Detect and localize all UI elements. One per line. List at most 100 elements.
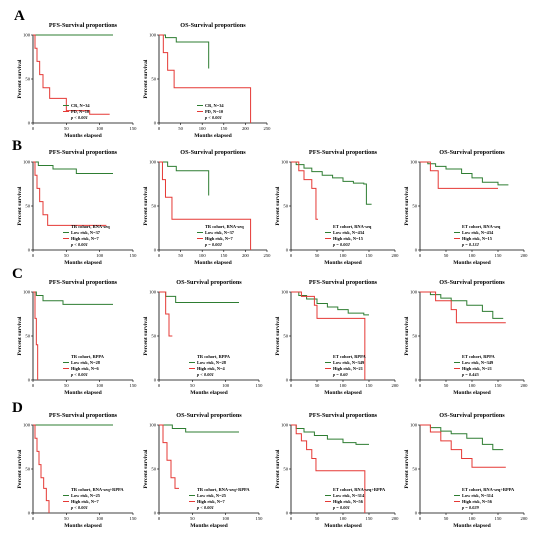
x-tick-label: 200: [392, 253, 400, 258]
x-tick-label: 100: [469, 253, 477, 258]
legend-entry: High risk, N=21: [333, 366, 363, 371]
y-tick-label: 100: [281, 423, 289, 428]
y-axis-label: Percent survival: [275, 186, 281, 225]
y-tick-label: 50: [25, 77, 30, 82]
legend-entry: Low risk, N=25: [197, 493, 227, 498]
y-tick-label: 0: [286, 378, 289, 383]
chart-title: OS-Survival proportions: [180, 22, 246, 29]
legend-entry: High risk, N=7: [197, 499, 226, 504]
chart-title: PFS-Survival proportions: [49, 279, 118, 286]
legend-entry: Low risk, N=349: [462, 360, 494, 365]
chart-title: OS-Survival proportions: [176, 412, 242, 419]
series-line-low: [291, 161, 372, 205]
series-line-high: [420, 424, 506, 468]
legend-entry: High risk, N=7: [71, 499, 100, 504]
x-tick-label: 0: [290, 516, 293, 521]
x-tick-label: 100: [340, 383, 348, 388]
y-tick-label: 50: [283, 334, 288, 339]
x-axis-label: Months elapsed: [194, 133, 232, 139]
y-tick-label: 100: [23, 290, 31, 295]
x-axis-label: Months elapsed: [453, 260, 491, 266]
x-tick-label: 0: [290, 253, 293, 258]
legend-entry: High risk, N=56: [462, 499, 493, 504]
series-line-high: [291, 291, 366, 380]
y-tick-label: 100: [410, 423, 418, 428]
legend-entry: p < 0.001: [196, 505, 214, 510]
x-axis-label: Months elapsed: [324, 523, 362, 529]
legend-entry: CR, N=34: [205, 103, 224, 108]
km-chart-b4: OS-Survival proportions 0 50 100 0 50 100 150 20…: [404, 149, 528, 266]
y-tick-label: 50: [151, 77, 156, 82]
legend-entry: p = 0.002: [332, 242, 351, 247]
series-line-low: [291, 291, 369, 316]
y-axis-label: Percent survival: [275, 449, 281, 488]
km-chart-c1: PFS-Survival proportions 0 50 100 0 50 100 150 M…: [17, 279, 137, 396]
legend-entry: High risk, N=15: [462, 236, 493, 241]
x-tick-label: 200: [521, 516, 529, 521]
x-tick-label: 200: [521, 253, 529, 258]
x-tick-label: 50: [190, 383, 195, 388]
legend-entry: Low risk, N=37: [205, 230, 235, 235]
x-tick-label: 150: [220, 126, 228, 131]
x-tick-label: 50: [64, 253, 69, 258]
x-tick-label: 50: [315, 516, 320, 521]
x-tick-label: 150: [130, 126, 138, 131]
x-tick-label: 150: [366, 516, 374, 521]
series-line-low: [420, 161, 509, 186]
x-tick-label: 0: [290, 383, 293, 388]
y-axis-label: Percent survival: [143, 59, 149, 98]
y-tick-label: 50: [412, 334, 417, 339]
x-tick-label: 150: [495, 383, 503, 388]
y-tick-label: 50: [283, 467, 288, 472]
x-tick-label: 0: [158, 383, 161, 388]
y-tick-label: 0: [286, 248, 289, 253]
legend-entry: p < 0.001: [70, 372, 88, 377]
x-tick-label: 200: [521, 383, 529, 388]
x-axis-label: Months elapsed: [324, 260, 362, 266]
legend-entry: Low risk, N=25: [71, 493, 101, 498]
series-line-high: [420, 161, 498, 189]
y-axis-label: Percent survival: [17, 316, 23, 355]
x-tick-label: 50: [444, 383, 449, 388]
legend-entry: Low risk, N=37: [71, 230, 101, 235]
legend-entry: Low risk, N=314: [333, 493, 365, 498]
y-tick-label: 100: [23, 33, 31, 38]
x-tick-label: 0: [32, 126, 35, 131]
x-axis-label: Months elapsed: [453, 390, 491, 396]
chart-title: OS-Survival proportions: [439, 412, 505, 419]
y-tick-label: 100: [23, 160, 31, 165]
x-tick-label: 200: [392, 383, 400, 388]
x-tick-label: 50: [178, 126, 183, 131]
x-axis-label: Months elapsed: [64, 260, 102, 266]
legend-entry: p < 0.001: [70, 505, 88, 510]
y-tick-label: 100: [149, 423, 157, 428]
legend-entry: PD, N=10: [205, 109, 224, 114]
x-axis-label: Months elapsed: [64, 390, 102, 396]
km-chart-d1: PFS-Survival proportions 0 50 100 0 50 100 150 M…: [17, 412, 137, 529]
legend-entry: High risk, N=56: [333, 499, 364, 504]
series-line-high: [291, 161, 319, 220]
km-chart-d4: OS-Survival proportions 0 50 100 0 50 100 150 20…: [404, 412, 528, 529]
x-tick-label: 50: [315, 253, 320, 258]
series-line-low: [420, 291, 504, 319]
x-tick-label: 50: [315, 383, 320, 388]
x-tick-label: 0: [32, 383, 35, 388]
x-tick-label: 50: [190, 516, 195, 521]
km-chart-d2: OS-Survival proportions 0 50 100 0 50 100 150 Mo…: [143, 412, 263, 529]
x-tick-label: 0: [158, 253, 161, 258]
x-tick-label: 100: [96, 383, 104, 388]
legend-entry: Low risk, N=349: [333, 360, 365, 365]
x-tick-label: 50: [444, 253, 449, 258]
legend-entry: TR cohort, RNA-seq+RPPA: [71, 487, 124, 492]
panel-letter-c: C: [12, 266, 23, 282]
x-tick-label: 100: [222, 383, 230, 388]
chart-title: PFS-Survival proportions: [309, 149, 378, 156]
y-tick-label: 0: [154, 121, 157, 126]
y-tick-label: 0: [28, 248, 31, 253]
y-tick-label: 100: [410, 290, 418, 295]
